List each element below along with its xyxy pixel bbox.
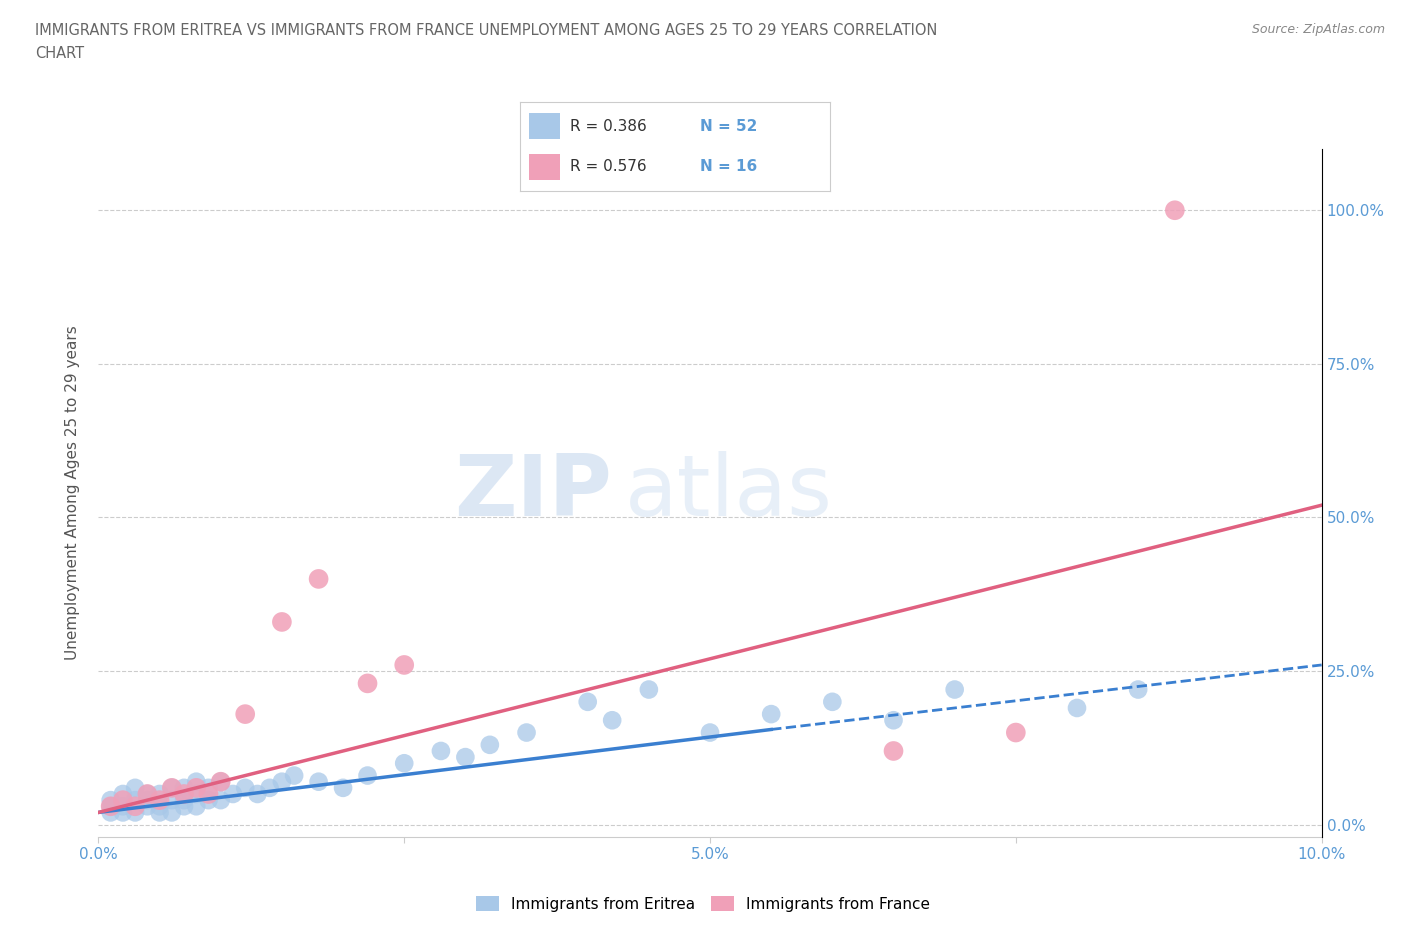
Point xyxy=(943,682,966,697)
Point xyxy=(100,799,122,814)
Text: Source: ZipAtlas.com: Source: ZipAtlas.com xyxy=(1251,23,1385,36)
Point xyxy=(136,799,159,814)
Point xyxy=(186,787,208,802)
Point xyxy=(173,799,195,814)
Point xyxy=(197,792,219,807)
Point xyxy=(149,787,172,802)
Point xyxy=(883,712,905,727)
Legend: Immigrants from Eritrea, Immigrants from France: Immigrants from Eritrea, Immigrants from… xyxy=(470,889,936,918)
Point xyxy=(124,799,146,814)
Point xyxy=(600,712,623,727)
Point xyxy=(160,780,183,795)
FancyBboxPatch shape xyxy=(530,153,561,180)
Point xyxy=(222,787,245,802)
Point xyxy=(197,787,219,802)
Point xyxy=(124,780,146,795)
Point xyxy=(197,780,219,795)
Point xyxy=(111,799,134,814)
Point xyxy=(209,792,232,807)
Point xyxy=(454,750,477,764)
Point xyxy=(270,615,292,630)
Point xyxy=(356,676,378,691)
Point xyxy=(209,775,232,790)
Point xyxy=(1128,682,1150,697)
Point xyxy=(186,780,208,795)
Point xyxy=(136,787,159,802)
Text: R = 0.576: R = 0.576 xyxy=(569,159,647,174)
Y-axis label: Unemployment Among Ages 25 to 29 years: Unemployment Among Ages 25 to 29 years xyxy=(65,326,80,660)
Point xyxy=(1164,203,1187,218)
Point xyxy=(100,792,122,807)
Point xyxy=(246,787,269,802)
Point xyxy=(699,725,721,740)
Point xyxy=(1066,700,1088,715)
FancyBboxPatch shape xyxy=(530,113,561,140)
Point xyxy=(1004,725,1026,740)
Point xyxy=(430,744,453,759)
Point xyxy=(173,787,195,802)
Point xyxy=(576,695,599,710)
Point xyxy=(111,787,134,802)
Point xyxy=(111,792,134,807)
Point xyxy=(149,792,172,807)
Point xyxy=(160,792,183,807)
Point xyxy=(124,792,146,807)
Point xyxy=(259,780,281,795)
Point xyxy=(233,780,256,795)
Point xyxy=(136,792,159,807)
Point xyxy=(149,799,172,814)
Text: N = 52: N = 52 xyxy=(700,119,756,134)
Point xyxy=(478,737,501,752)
Point xyxy=(883,744,905,759)
Text: N = 16: N = 16 xyxy=(700,159,756,174)
Point xyxy=(392,756,416,771)
Point xyxy=(392,658,416,672)
Point xyxy=(308,571,330,587)
Point xyxy=(111,805,134,820)
Point xyxy=(270,775,292,790)
Point xyxy=(332,780,354,795)
Point xyxy=(186,775,208,790)
Point xyxy=(759,707,782,722)
Point xyxy=(356,768,378,783)
Text: ZIP: ZIP xyxy=(454,451,612,535)
Text: R = 0.386: R = 0.386 xyxy=(569,119,647,134)
Point xyxy=(637,682,661,697)
Point xyxy=(149,805,172,820)
Point xyxy=(124,805,146,820)
Point xyxy=(283,768,305,783)
Point xyxy=(100,799,122,814)
Point xyxy=(160,805,183,820)
Point xyxy=(186,799,208,814)
Text: CHART: CHART xyxy=(35,46,84,61)
Point xyxy=(233,707,256,722)
Point xyxy=(209,775,232,790)
Point xyxy=(136,787,159,802)
Point xyxy=(308,775,330,790)
Point xyxy=(173,792,195,807)
Point xyxy=(160,780,183,795)
Text: atlas: atlas xyxy=(624,451,832,535)
Text: IMMIGRANTS FROM ERITREA VS IMMIGRANTS FROM FRANCE UNEMPLOYMENT AMONG AGES 25 TO : IMMIGRANTS FROM ERITREA VS IMMIGRANTS FR… xyxy=(35,23,938,38)
Point xyxy=(173,780,195,795)
Point xyxy=(821,695,844,710)
Point xyxy=(100,805,122,820)
Point xyxy=(516,725,538,740)
